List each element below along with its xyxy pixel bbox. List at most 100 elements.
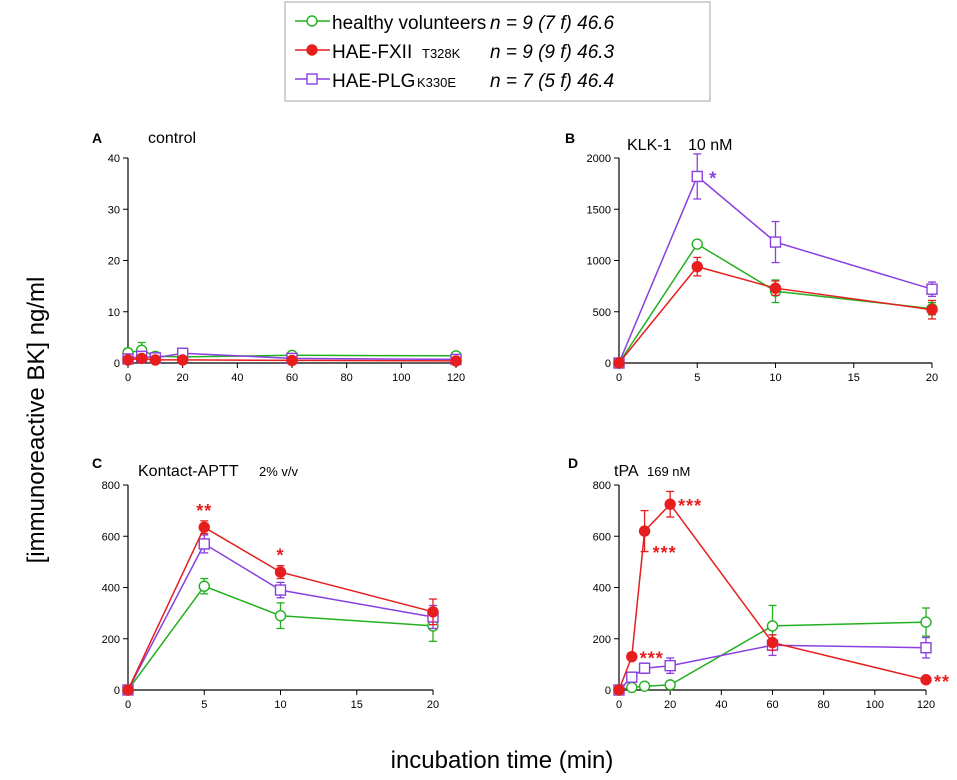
significance-marker: *** [653,543,677,563]
significance-marker: ** [196,501,212,521]
series-line-healthy [127,585,434,691]
panel-c-unit: 2% v/v [259,464,299,479]
data-point-fxii [626,650,638,663]
data-point-plg [626,671,638,683]
y-tick-label: 10 [108,307,120,319]
x-axis-title: incubation time (min) [391,747,614,774]
data-point-fxii [766,636,779,649]
y-tick-label: 2000 [587,153,611,165]
x-tick-label: 0 [616,372,622,384]
data-point-plg [920,642,932,654]
y-tick-label: 0 [114,358,120,370]
y-tick-label: 20 [108,256,120,268]
data-point-fxii [613,684,625,696]
y-tick-label: 200 [593,634,611,646]
data-point-healthy [626,681,638,694]
y-tick-label: 400 [102,583,120,595]
legend-symbol-healthy [306,15,318,27]
x-tick-label: 20 [926,372,938,384]
x-tick-label: 40 [231,372,243,384]
y-tick-label: 0 [114,685,120,697]
panel-a: A control 0 10 20 30 40 0 20 40 60 80 100 120 [92,130,465,384]
data-point-fxii [176,354,189,366]
panel-b-letter: B [565,130,575,146]
y-axis-title: [immunoreactive BK] ng/ml [23,277,50,564]
x-tick-label: 20 [664,699,676,711]
y-tick-label: 800 [593,480,611,492]
data-point-healthy [920,616,932,628]
y-tick-label: 1000 [587,256,611,268]
data-point-fxii [613,357,625,369]
data-point-healthy [274,609,287,622]
legend-entry-fxii: HAE-FXII T328K n = 9 (9 f) 46.3 [295,42,615,63]
y-tick-label: 800 [102,480,120,492]
series-line-fxii [618,265,933,364]
y-tick-label: 40 [108,153,120,165]
x-tick-label: 100 [866,699,884,711]
panel-a-letter: A [92,130,102,146]
significance-marker: * [276,546,284,566]
y-tick-label: 600 [102,531,120,543]
x-tick-label: 60 [766,699,778,711]
significance-marker: * [709,168,717,188]
x-tick-label: 40 [715,699,727,711]
data-point-plg [769,236,782,248]
y-tick-label: 30 [108,204,120,216]
series-line-plg [127,542,434,691]
y-tick-label: 0 [605,358,611,370]
legend-label-plg: HAE-PLG [332,71,415,92]
series-line-fxii [127,526,434,691]
panel-d: D tPA 169 nM 0 200 400 600 800 0 20 40 60 80 100 12… [568,455,950,711]
legend-variant-fxii: T328K [422,46,461,61]
panel-c-letter: C [92,455,102,471]
y-tick-label: 600 [593,531,611,543]
data-point-fxii [691,260,703,273]
series-line-healthy [618,243,933,364]
x-tick-label: 0 [125,372,131,384]
data-point-fxii [286,354,298,367]
x-tick-label: 80 [341,372,353,384]
x-tick-label: 20 [427,699,439,711]
x-tick-label: 120 [917,699,935,711]
panel-b: B KLK-1 10 nM 0 500 1000 1500 2000 0 5 10 15 20 * [565,130,938,384]
legend-marker-plg [295,73,330,85]
y-tick-label: 1500 [587,204,611,216]
significance-marker: *** [640,649,664,669]
x-tick-label: 100 [392,372,410,384]
data-point-plg [664,659,676,672]
x-tick-label: 120 [447,372,465,384]
data-point-plg [274,584,287,596]
significance-marker: ** [934,672,950,692]
x-tick-label: 0 [616,699,622,711]
legend-entry-plg: HAE-PLG K330E n = 7 (5 f) 46.4 [295,71,614,92]
data-point-fxii [926,304,938,316]
data-point-healthy [691,238,703,250]
panel-c-title: Kontact-APTT [138,463,239,480]
data-point-fxii [638,525,651,537]
significance-marker: *** [678,496,702,516]
panel-d-letter: D [568,455,578,471]
x-tick-label: 20 [177,372,189,384]
data-point-fxii [427,606,439,618]
legend-label-healthy: healthy volunteers [332,13,486,34]
data-point-fxii [198,521,210,533]
x-tick-label: 0 [125,699,131,711]
legend-symbol-fxii [306,44,318,56]
legend-variant-plg: K330E [417,75,456,90]
data-point-healthy [638,680,651,692]
data-point-healthy [766,620,779,632]
legend-stat-healthy: n = 9 (7 f) 46.6 [490,13,615,34]
data-point-plg [691,170,703,183]
data-point-fxii [450,355,462,367]
data-point-healthy [664,679,676,691]
panel-a-title: control [148,130,196,147]
data-point-fxii [135,352,148,365]
legend-stat-plg: n = 7 (5 f) 46.4 [490,71,614,92]
x-tick-label: 5 [201,699,207,711]
legend: healthy volunteers n = 9 (7 f) 46.6 HAE-… [284,1,711,102]
panel-c: C Kontact-APTT 2% v/v 0 200 400 600 800 0 5 10 1… [92,455,439,711]
data-point-fxii [122,354,134,366]
legend-stat-fxii: n = 9 (9 f) 46.3 [490,42,615,63]
panel-b-title: KLK-1 [627,137,672,154]
